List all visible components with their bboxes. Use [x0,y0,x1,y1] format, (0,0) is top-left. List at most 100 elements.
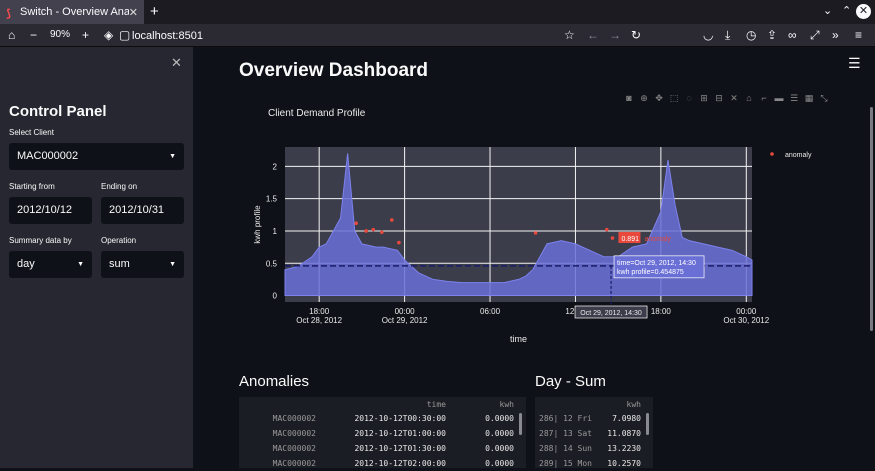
tab-list-chevron-icon[interactable]: ⌄ [823,5,833,17]
camera-icon[interactable]: ◙ [626,93,632,103]
client-select[interactable]: MAC000002 ▼ [9,143,184,170]
browser-menu-icon[interactable]: ≡ [855,28,863,42]
x-tick-date-label: Oct 30, 2012 [723,316,769,325]
new-tab-button[interactable]: + [150,3,159,20]
plot-modebar: ◙ ⊕ ✥ ⬚ ◌ ⊞ ⊟ ✕ ⌂ ⌐ ▬ ☰ ▦ ⤡ [623,93,830,105]
zoom-out-button[interactable]: − [30,28,38,42]
legend-anomaly-marker[interactable] [770,152,774,156]
legend-anomaly-label: anomaly [785,152,812,159]
end-date-input[interactable]: 2012/10/31 [101,197,184,224]
reload-icon[interactable]: ↻ [631,28,642,42]
zoom-in-button[interactable]: + [82,28,90,42]
day-sum-table-row[interactable]: 287| 13 Sat 11.0870 [535,427,653,441]
anomalies-table-cell: 2012-10-12T00:30:00 [354,414,446,423]
chart-title: Client Demand Profile [268,108,366,119]
day-sum-table-row[interactable]: 289| 15 Mon 10.2570 [535,457,653,471]
operation-select-value: sum [109,258,130,270]
forward-icon[interactable]: → [609,28,621,42]
series-hover-value: kwh profile=0.454875 [617,269,684,276]
window-close-icon[interactable]: ✕ [856,4,871,19]
pan-icon[interactable]: ✥ [655,93,663,103]
anomaly-hover-series: anomaly [644,236,671,243]
x-tick-label: 00:00 [395,307,416,316]
day-sum-table-cell: 10.2570 [607,459,641,468]
streamlit-favicon-icon: ⟆ [6,7,12,20]
anomalies-table-scrollbar[interactable] [519,413,522,435]
anomaly-point[interactable] [380,230,384,235]
start-date-input[interactable]: 2012/10/12 [9,197,92,224]
url-bar[interactable]: ◈ ▢ localhost:8501 [104,27,584,44]
main-scrollbar[interactable] [870,107,873,331]
shield-icon: ◈ [104,28,114,42]
pocket-icon[interactable]: ◡ [703,28,714,42]
day-sum-table-cell: 287| 13 Sat [539,429,592,438]
tab-close-icon[interactable]: ✕ [128,6,138,19]
sidebar-close-button[interactable]: ✕ [171,55,182,70]
day-sum-table[interactable]: kwh 286| 12 Fri 7.0980 287| 13 Sat 11.0870 28… [535,397,653,468]
y-tick-label: 2 [273,162,278,171]
anomalies-table[interactable]: time kwh MAC000002 2012-10-12T00:30:00 0.000… [239,397,526,468]
anomalies-table-cell: 2012-10-12T01:00:00 [354,429,446,438]
reset-axes-icon[interactable]: ⌂ [746,93,752,103]
operation-select[interactable]: sum ▼ [101,251,184,278]
day-sum-table-row[interactable]: 288| 14 Sun 13.2230 [535,442,653,456]
hover-closest-icon[interactable]: ▬ [774,93,784,103]
chevron-down-icon: ▼ [169,153,176,160]
anomalies-table-cell: time [426,400,446,409]
day-sum-table-scrollbar[interactable] [646,413,649,435]
anomaly-point[interactable] [389,218,394,222]
hover-compare-icon[interactable]: ☰ [789,93,799,103]
anomalies-table-row[interactable]: MAC000002 2012-10-12T01:30:00 0.0000 [239,442,526,456]
anomaly-point[interactable] [604,227,609,232]
series-hover-box [613,255,705,279]
client-label: Select Client [9,128,54,137]
home-icon[interactable]: ⌂ [8,28,16,42]
anomaly-point[interactable] [354,221,358,226]
anomalies-table-row[interactable]: MAC000002 2012-10-12T00:30:00 0.0000 [239,412,526,426]
lasso-icon[interactable]: ◌ [686,93,692,103]
summary-label: Summary data by [9,236,72,245]
anomaly-point[interactable] [397,240,401,245]
extension-icon[interactable]: ∞ [788,28,797,42]
day-sum-table-row[interactable]: 286| 12 Fri 7.0980 [535,412,653,426]
anomaly-point[interactable] [533,231,538,235]
x-tick-label: 18:00 [309,307,330,316]
app-menu-button[interactable]: ☰ [848,55,861,71]
anomaly-point[interactable] [371,227,376,232]
plotly-logo-icon[interactable]: ▦ [804,93,814,103]
back-icon[interactable]: ← [587,28,599,42]
bookmark-star-icon[interactable]: ☆ [564,28,575,42]
day-sum-table-header[interactable]: kwh [535,398,653,412]
downloads-icon[interactable]: ⤓ [725,28,731,42]
day-sum-table-cell: 289| 15 Mon [539,459,592,468]
autoscale-icon[interactable]: ✕ [730,93,738,103]
anomalies-table-header[interactable]: time kwh [239,398,526,412]
anomaly-point[interactable] [364,229,368,233]
zoom-out-icon[interactable]: ⊟ [715,93,723,103]
zoom-icon[interactable]: ⊕ [640,93,648,103]
sidebar: ✕ Control Panel Select Client MAC000002 … [0,47,193,468]
anomalies-table-row[interactable]: MAC000002 2012-10-12T01:00:00 0.0000 [239,427,526,441]
anomalies-table-cell: 2012-10-12T01:30:00 [354,444,446,453]
anomalies-table-row[interactable]: MAC000002 2012-10-12T02:00:00 0.0000 [239,457,526,471]
anomalies-table-cell: MAC000002 [272,444,316,453]
overflow-icon[interactable]: » [832,28,839,42]
anomaly-point[interactable] [610,236,615,240]
series-hover-time: time=Oct 29, 2012, 14:30 [617,260,696,267]
history-icon[interactable]: ◷ [746,28,757,42]
spike-lines-icon[interactable]: ⌐ [761,93,767,103]
minimize-icon[interactable]: ⌃ [842,5,852,17]
summary-select[interactable]: day ▼ [9,251,92,278]
day-sum-table-cell: 11.0870 [607,429,641,438]
fullscreen-chart-icon[interactable]: ⤡ [820,93,828,103]
y-tick-label: 0 [273,292,278,301]
fullscreen-icon[interactable]: ⤢ [810,28,820,42]
zoom-level[interactable]: 90% [50,29,71,40]
zoom-in-icon[interactable]: ⊞ [700,93,708,103]
browser-tab[interactable]: ⟆ Switch - Overview Analysis ✕ [0,0,144,24]
box-select-icon[interactable]: ⬚ [669,93,679,103]
share-icon[interactable]: ⇪ [767,28,778,42]
x-tick-label: 00:00 [736,307,757,316]
day-sum-table-cell: 7.0980 [612,414,641,423]
